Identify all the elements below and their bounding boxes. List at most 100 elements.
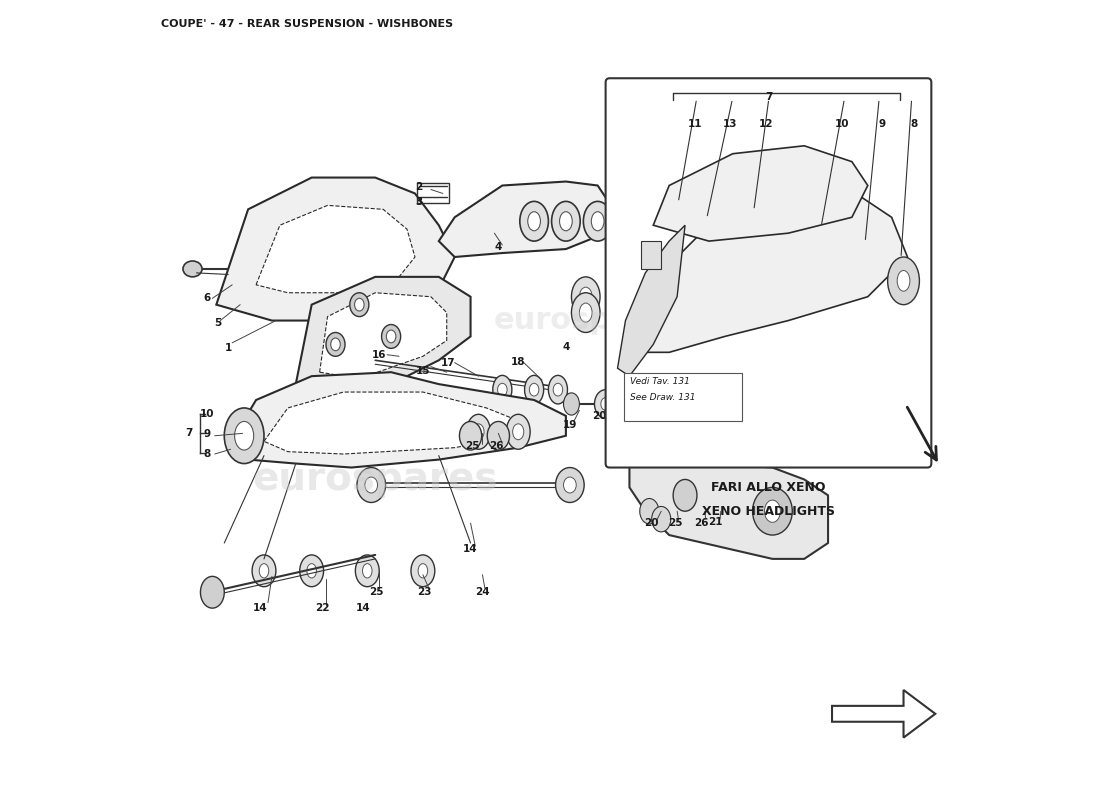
Text: 22: 22 — [315, 603, 329, 613]
Polygon shape — [232, 372, 565, 467]
Ellipse shape — [640, 498, 659, 524]
Ellipse shape — [580, 287, 592, 306]
Ellipse shape — [651, 506, 671, 532]
Ellipse shape — [252, 555, 276, 586]
Ellipse shape — [224, 408, 264, 463]
Text: FARI ALLO XENO: FARI ALLO XENO — [712, 481, 826, 494]
Ellipse shape — [365, 477, 377, 493]
Text: 18: 18 — [512, 357, 526, 367]
Ellipse shape — [525, 375, 543, 404]
Ellipse shape — [563, 393, 580, 415]
Ellipse shape — [549, 375, 568, 404]
Ellipse shape — [300, 555, 323, 586]
Ellipse shape — [466, 414, 491, 450]
Ellipse shape — [551, 202, 580, 241]
Polygon shape — [626, 186, 908, 352]
Polygon shape — [439, 182, 614, 257]
Text: 11: 11 — [688, 118, 702, 129]
Text: 3: 3 — [416, 197, 422, 207]
Text: 26: 26 — [694, 518, 708, 528]
Text: 8: 8 — [204, 449, 210, 459]
Ellipse shape — [513, 424, 524, 440]
Text: 10: 10 — [199, 410, 214, 419]
Ellipse shape — [529, 383, 539, 396]
Ellipse shape — [898, 270, 910, 291]
Text: 19: 19 — [563, 421, 578, 430]
Ellipse shape — [497, 383, 507, 396]
Text: 1: 1 — [224, 343, 232, 354]
Text: 4: 4 — [562, 342, 570, 352]
Ellipse shape — [200, 576, 224, 608]
Ellipse shape — [556, 467, 584, 502]
Text: Vedi Tav. 131: Vedi Tav. 131 — [630, 378, 690, 386]
Text: eurospares: eurospares — [494, 306, 686, 335]
Ellipse shape — [560, 212, 572, 230]
Text: 10: 10 — [835, 118, 849, 129]
Text: 25: 25 — [465, 441, 480, 451]
Ellipse shape — [350, 293, 368, 317]
Text: 14: 14 — [356, 603, 371, 613]
Text: 6: 6 — [204, 294, 210, 303]
Text: 25: 25 — [370, 587, 384, 598]
Text: 14: 14 — [463, 544, 477, 554]
Text: 5: 5 — [214, 318, 221, 328]
Text: 16: 16 — [372, 350, 386, 360]
Polygon shape — [617, 226, 685, 376]
Ellipse shape — [764, 500, 780, 522]
FancyBboxPatch shape — [624, 373, 742, 422]
Bar — [641, 241, 661, 269]
Ellipse shape — [520, 202, 549, 241]
Ellipse shape — [563, 477, 576, 493]
Text: 4: 4 — [495, 242, 502, 252]
Ellipse shape — [386, 330, 396, 342]
Polygon shape — [629, 463, 828, 559]
Text: See Draw. 131: See Draw. 131 — [630, 393, 695, 402]
Text: 13: 13 — [723, 118, 738, 129]
Polygon shape — [256, 206, 415, 293]
Text: 20: 20 — [645, 518, 659, 528]
Ellipse shape — [752, 487, 792, 535]
Ellipse shape — [580, 303, 592, 322]
Ellipse shape — [572, 293, 601, 333]
Ellipse shape — [234, 422, 254, 450]
Polygon shape — [217, 178, 454, 321]
Ellipse shape — [411, 555, 434, 586]
Text: 25: 25 — [669, 518, 683, 528]
Polygon shape — [296, 277, 471, 396]
Ellipse shape — [331, 338, 340, 350]
Text: 23: 23 — [417, 587, 431, 598]
Ellipse shape — [506, 414, 530, 450]
Ellipse shape — [418, 564, 428, 578]
Ellipse shape — [260, 564, 268, 578]
Ellipse shape — [583, 202, 612, 241]
Polygon shape — [653, 146, 868, 241]
Text: 7: 7 — [764, 91, 772, 102]
Text: 12: 12 — [759, 118, 773, 129]
Ellipse shape — [460, 422, 482, 450]
Text: 8: 8 — [910, 118, 917, 129]
Ellipse shape — [473, 424, 484, 440]
Ellipse shape — [183, 261, 202, 277]
Text: 26: 26 — [488, 441, 503, 451]
Polygon shape — [832, 690, 935, 738]
Text: eurospares: eurospares — [253, 461, 498, 498]
Text: 7: 7 — [185, 428, 192, 438]
Text: COUPE' - 47 - REAR SUSPENSION - WISHBONES: COUPE' - 47 - REAR SUSPENSION - WISHBONE… — [161, 18, 453, 29]
Text: 2: 2 — [416, 182, 422, 192]
Text: 14: 14 — [253, 603, 267, 613]
Text: 21: 21 — [708, 517, 723, 526]
Ellipse shape — [326, 333, 345, 356]
Ellipse shape — [487, 422, 509, 450]
Ellipse shape — [358, 467, 386, 502]
Ellipse shape — [307, 564, 317, 578]
Ellipse shape — [553, 383, 563, 396]
Ellipse shape — [592, 212, 604, 230]
Text: XENO HEADLIGHTS: XENO HEADLIGHTS — [702, 505, 835, 518]
Bar — [417, 183, 449, 203]
Text: 15: 15 — [416, 366, 430, 376]
Text: 17: 17 — [441, 358, 455, 368]
Ellipse shape — [382, 325, 400, 348]
Ellipse shape — [888, 257, 920, 305]
Polygon shape — [320, 293, 447, 378]
Ellipse shape — [355, 555, 380, 586]
